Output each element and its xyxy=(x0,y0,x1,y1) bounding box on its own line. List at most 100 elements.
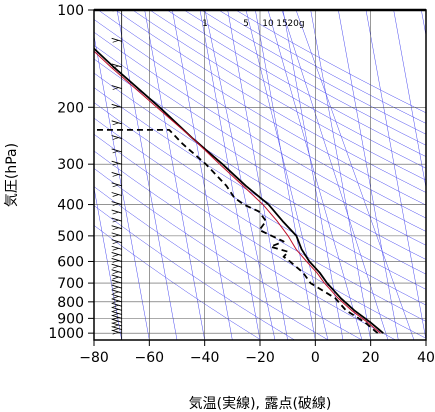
y-tick-label: 800 xyxy=(57,295,84,311)
mixing-ratio-line xyxy=(281,10,389,340)
wind-barb xyxy=(111,318,122,324)
wind-barb xyxy=(111,85,122,90)
wind-barb-flag xyxy=(111,201,122,205)
wind-barb-flag xyxy=(111,289,122,294)
wind-barb-feather xyxy=(112,271,119,275)
wind-barb-flag xyxy=(111,192,122,196)
wind-barb-feather xyxy=(112,328,119,331)
dry-adiabat-line xyxy=(94,45,426,246)
wind-barb xyxy=(111,269,122,275)
wind-barb-feather xyxy=(112,304,119,308)
wind-barb xyxy=(111,252,122,257)
wind-barb xyxy=(111,239,122,245)
x-tick-label: 20 xyxy=(362,350,380,366)
dry-adiabat-line xyxy=(94,72,426,275)
wind-barb-flag xyxy=(111,269,122,274)
mixing-ratio-label: 15 xyxy=(276,19,287,29)
background-reference-lines xyxy=(94,10,426,340)
wind-barb-feather xyxy=(112,174,119,177)
wind-barb-feather xyxy=(112,203,119,206)
wind-barb xyxy=(111,263,122,269)
dry-adiabat-line xyxy=(183,10,426,146)
wind-barb-feather xyxy=(112,219,119,223)
wind-barb xyxy=(111,326,122,331)
wind-barb-feather xyxy=(112,234,119,238)
wind-barb-feather xyxy=(112,105,119,109)
series-line-1 xyxy=(94,47,384,334)
y-tick-label: 600 xyxy=(57,254,84,270)
wind-barb-feather xyxy=(112,265,119,269)
wind-barb xyxy=(111,182,122,188)
y-tick-label: 400 xyxy=(57,198,84,214)
y-tick-label: 300 xyxy=(57,157,84,173)
x-tick-label: 40 xyxy=(417,350,435,366)
wind-barb-flag xyxy=(111,225,122,230)
x-tick-label: 0 xyxy=(311,350,320,366)
dry-adiabat-line xyxy=(149,10,426,169)
x-tick-label: −20 xyxy=(245,350,275,366)
sounding-series xyxy=(94,47,384,334)
wind-barb xyxy=(111,232,122,238)
wind-barb xyxy=(111,298,122,304)
wind-barbs xyxy=(111,10,123,340)
wind-barb-feather xyxy=(112,247,119,251)
isotherm-line xyxy=(227,10,288,340)
wind-barb xyxy=(111,274,122,280)
dry-adiabat-line xyxy=(132,10,426,181)
wind-barb-feather xyxy=(112,194,119,197)
wind-barb xyxy=(111,293,122,299)
grid-lines xyxy=(94,10,426,340)
wind-barb-feather xyxy=(112,331,119,335)
wind-barb-flag xyxy=(111,245,122,250)
wind-barb-feather xyxy=(112,87,119,90)
wind-barb xyxy=(111,171,122,177)
y-tick-label: 1000 xyxy=(48,326,84,342)
isotherm-line xyxy=(421,10,426,38)
isotherm-line xyxy=(365,10,426,340)
isotherm-line xyxy=(116,10,178,340)
dry-adiabat-line xyxy=(166,10,426,157)
wind-barb-flag xyxy=(111,314,122,319)
isotherm-line xyxy=(393,10,426,190)
wind-barb xyxy=(111,322,122,328)
dry-adiabat-line xyxy=(94,87,426,290)
wind-barb-flag xyxy=(111,302,122,307)
wind-barb-feather xyxy=(112,39,119,43)
dry-adiabat-line xyxy=(94,205,295,340)
isotherm-line xyxy=(94,186,122,340)
y-tick-label: 900 xyxy=(57,311,84,327)
wind-barb-feather xyxy=(112,211,119,215)
wind-barb-feather xyxy=(112,286,119,290)
wind-barb-feather xyxy=(112,260,119,263)
mixing-ratio-label: 10 xyxy=(262,19,274,29)
isotherm-line xyxy=(199,10,261,340)
dry-adiabat-line xyxy=(94,186,329,340)
wind-barb-feather xyxy=(112,276,119,280)
wind-barb xyxy=(111,192,122,197)
wind-barb xyxy=(111,160,122,166)
wind-barb-flag xyxy=(111,120,122,125)
wind-barb-flag xyxy=(111,103,122,108)
mixing-ratio-label: 20g xyxy=(287,19,304,29)
x-axis-ticks: −80 −60 −40 −20 0 20 40 xyxy=(79,340,435,366)
wind-barb-feather xyxy=(112,291,119,295)
wind-barb-feather xyxy=(112,281,119,285)
wind-barb-flag xyxy=(111,306,122,311)
wind-barb xyxy=(111,217,122,223)
wind-barb xyxy=(111,209,122,215)
x-tick-label: −40 xyxy=(190,350,220,366)
dry-adiabat-line xyxy=(201,10,426,135)
x-tick-label: −80 xyxy=(79,350,109,366)
wind-barb-flag xyxy=(111,63,122,68)
wind-barb-flag xyxy=(111,293,122,298)
wind-barb-flag xyxy=(111,274,122,279)
wind-barb xyxy=(111,225,122,231)
wind-barb-flag xyxy=(111,160,122,165)
mixing-ratio-label: 1 xyxy=(202,19,208,29)
wind-barb xyxy=(111,279,122,285)
dry-adiabat-line xyxy=(94,58,426,260)
wind-barb-feather xyxy=(112,227,119,231)
wind-barb-feather xyxy=(112,65,119,69)
